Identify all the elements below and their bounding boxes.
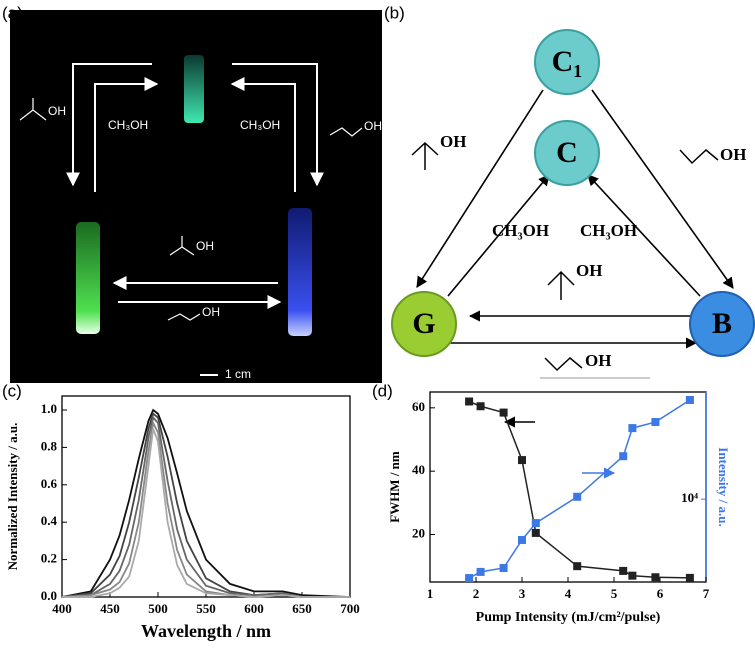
y-axis-title: FWHM / nm (387, 451, 402, 523)
molecule (548, 272, 574, 300)
oh-label: OH (720, 145, 746, 164)
reagent-label: CH₃OH (240, 118, 280, 132)
node-label: C (556, 136, 578, 169)
x-tick-label: 450 (100, 601, 120, 616)
marker (619, 567, 627, 575)
oh-label: OH (440, 132, 466, 151)
marker (500, 564, 508, 572)
series-line (62, 423, 350, 597)
x-tick-label: 400 (52, 601, 72, 616)
x-tick-label: 3 (519, 586, 526, 601)
y2-axis-title: Intensity / a.u. (716, 447, 731, 526)
series-line (469, 402, 690, 578)
x-tick-label: 650 (292, 601, 312, 616)
marker (686, 574, 694, 582)
series-line (469, 400, 690, 578)
node-label: C₁ (552, 45, 583, 78)
marker (651, 573, 659, 581)
panel-label: (a) (2, 3, 23, 22)
marker (518, 456, 526, 464)
x-axis-title: Wavelength / nm (141, 621, 271, 641)
x-tick-label: 7 (703, 586, 710, 601)
marker (532, 529, 540, 537)
marker (477, 402, 485, 410)
oh-label: OH (364, 119, 382, 133)
marker (532, 519, 540, 527)
marker (573, 562, 581, 570)
reagent-label: CH₃OH (580, 221, 637, 240)
panel-label: (b) (384, 3, 405, 22)
y-tick-label: 0.8 (41, 438, 58, 453)
y-axis-title: Normalized Intensity / a.u. (5, 423, 20, 571)
marker (465, 398, 473, 406)
x-tick-label: 5 (611, 586, 618, 601)
x-tick-label: 550 (196, 601, 216, 616)
tube (184, 55, 204, 123)
x-tick-label: 4 (565, 586, 572, 601)
series-line (62, 414, 350, 597)
marker (628, 572, 636, 580)
series-line (62, 417, 350, 597)
tube (288, 208, 312, 336)
tube (76, 222, 100, 334)
oh-label: OH (576, 261, 602, 280)
marker (619, 452, 627, 460)
x-tick-label: 2 (473, 586, 480, 601)
x-tick-label: 6 (657, 586, 664, 601)
scale-bar-label: 1 cm (225, 367, 251, 381)
charts: 400 450 500 550 600 650 700 0.0 0.2 0.4 0.6 0.8 1.0 W… (2, 381, 731, 641)
y2-tick-label: 10⁴ (681, 490, 698, 505)
oh-label: OH (202, 305, 220, 319)
x-tick-label: 600 (244, 601, 264, 616)
reagent-label: CH₃OH (108, 118, 148, 132)
reagent-label: CH₃OH (492, 221, 549, 240)
marker (628, 424, 636, 432)
molecule (545, 358, 582, 370)
marker (651, 418, 659, 426)
series-line (62, 429, 350, 597)
marker (500, 409, 508, 417)
y-tick-label: 20 (412, 525, 425, 540)
y-tick-label: 1.0 (41, 401, 57, 416)
y-tick-label: 0.6 (41, 476, 58, 491)
panel-b: C₁ C G B OH OH OH OH CH₃OH CH₃OH (b) (384, 3, 754, 378)
x-tick-label: 500 (148, 601, 168, 616)
x-axis-title: Pump Intensity (mJ/cm²/pulse) (476, 610, 661, 625)
molecule (680, 150, 718, 163)
panel-a: OH OH OH OH CH₃OH CH₃OH 1 cm (a) (2, 3, 382, 383)
marker (686, 396, 694, 404)
x-tick-label: 1 (427, 586, 434, 601)
marker (518, 536, 526, 544)
marker (477, 568, 485, 576)
node-label: G (412, 307, 435, 340)
oh-label: OH (196, 239, 214, 253)
figure: OH OH OH OH CH₃OH CH₃OH 1 cm (a) C₁ C G … (0, 0, 755, 648)
x-tick-label: 700 (340, 601, 360, 616)
node-label: B (712, 307, 732, 340)
marker (465, 574, 473, 582)
y-tick-label: 0.2 (41, 551, 57, 566)
oh-label: OH (48, 104, 66, 118)
panel-label: (c) (2, 381, 22, 400)
y-tick-label: 60 (412, 399, 425, 414)
y-tick-label: 0.4 (41, 513, 58, 528)
y-tick-label: 0.0 (41, 588, 57, 603)
oh-label: OH (585, 351, 611, 370)
marker (573, 493, 581, 501)
panel-label: (d) (372, 381, 393, 400)
series-line (62, 410, 350, 597)
plot-frame (430, 392, 706, 582)
molecule (412, 143, 438, 170)
y-tick-label: 40 (412, 462, 425, 477)
